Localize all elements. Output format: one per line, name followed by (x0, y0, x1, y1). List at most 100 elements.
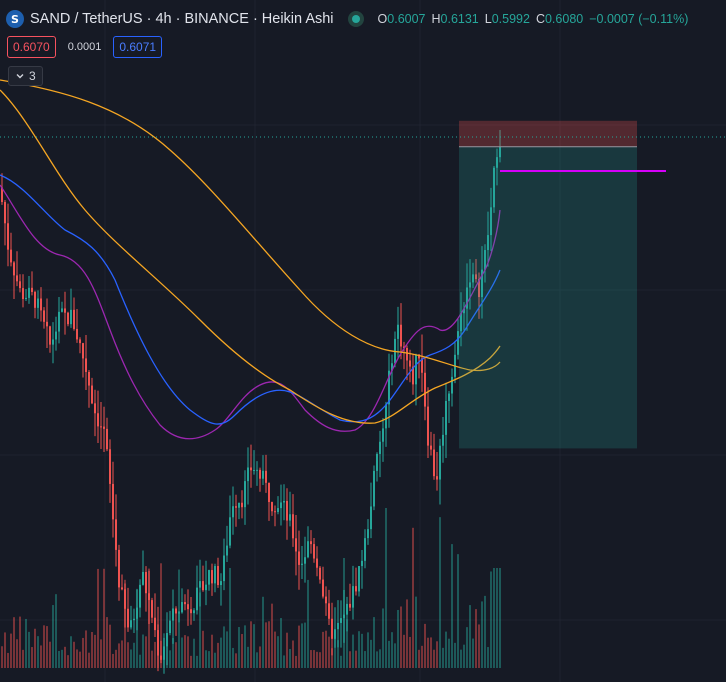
candle-body (289, 514, 291, 521)
volume-bar (151, 650, 153, 668)
volume-bar (181, 637, 183, 668)
volume-bar (268, 621, 270, 668)
buy-price-button[interactable]: 0.6071 (113, 36, 163, 58)
volume-bar (373, 617, 375, 668)
volume-bar (154, 641, 156, 668)
candle-body (88, 371, 90, 386)
candle-body (466, 287, 468, 309)
volume-bar (466, 627, 468, 668)
candle-body (175, 608, 177, 614)
candle-body (22, 288, 24, 300)
sell-price-button[interactable]: 0.6070 (7, 36, 56, 58)
volume-bar (280, 618, 282, 668)
candle-body (220, 581, 222, 586)
candle-body (31, 287, 33, 292)
volume-bar (103, 568, 105, 668)
candle-body (490, 207, 492, 236)
volume-bar (310, 650, 312, 668)
volume-bar (493, 568, 495, 668)
candle-body (229, 517, 231, 546)
candle-body (112, 483, 114, 520)
candles[interactable] (1, 129, 501, 674)
candle-body (472, 274, 474, 283)
candle-body (217, 566, 219, 586)
volume-bar (19, 616, 21, 668)
volume-bar (70, 636, 72, 668)
candle-body (403, 346, 405, 348)
volume-bar (211, 634, 213, 668)
candle-body (199, 581, 201, 588)
candle-body (79, 339, 81, 344)
volume-bar (7, 652, 9, 668)
candle-body (58, 311, 60, 332)
volume-bar (94, 634, 96, 668)
volume-bar (112, 653, 114, 668)
candle-body (13, 262, 15, 276)
volume-bar (262, 596, 264, 668)
volume-bar (193, 638, 195, 668)
candle-body (214, 566, 216, 584)
candle-body (100, 426, 102, 428)
volume-bar (301, 623, 303, 668)
candle-body (142, 571, 144, 585)
candle-body (313, 544, 315, 559)
candle-body (400, 324, 402, 347)
symbol-title[interactable]: SAND / TetherUS · 4h · BINANCE · Heikin … (30, 11, 334, 27)
volume-bar (334, 629, 336, 668)
candle-body (343, 614, 345, 619)
indicators-toggle[interactable]: 3 (8, 66, 43, 86)
candle-body (247, 467, 249, 482)
candle-body (61, 308, 63, 312)
volume-bar (349, 651, 351, 668)
candle-body (253, 469, 255, 471)
candle-body (457, 331, 459, 355)
volume-bar (187, 636, 189, 668)
position-target-zone (459, 146, 637, 449)
volume-bar (196, 655, 198, 668)
candle-body (271, 502, 273, 512)
candle-body (118, 549, 120, 588)
change-value: −0.0007 (−0.11%) (589, 12, 689, 26)
volume-bar (232, 647, 234, 668)
volume-bar (469, 605, 471, 668)
volume-bar (4, 632, 6, 668)
candle-body (481, 269, 483, 298)
volume-bar (283, 655, 285, 668)
candle-body (316, 558, 318, 568)
volume-bar (214, 652, 216, 668)
candle-body (337, 622, 339, 630)
volume-bar (388, 640, 390, 668)
volume-bar (106, 617, 108, 668)
candle-body (94, 403, 96, 414)
candle-body (412, 366, 414, 385)
long-position-tool[interactable] (459, 120, 666, 449)
volume-bar (40, 645, 42, 668)
live-status-dot-icon (347, 11, 364, 27)
volume-bar (73, 641, 75, 668)
candle-body (463, 308, 465, 314)
open-label: O (377, 12, 388, 26)
volume-bar (274, 631, 276, 668)
candle-body (358, 566, 360, 592)
volume-bar (427, 637, 429, 668)
volume-bar (472, 638, 474, 668)
candle-body (193, 610, 195, 614)
volume-bar (31, 647, 33, 668)
volume-bar (331, 648, 333, 668)
candle-body (160, 655, 162, 660)
volume-bar (247, 646, 249, 668)
candle-body (406, 347, 408, 361)
volume-bar (49, 641, 51, 668)
volume-bar (445, 631, 447, 668)
volume-bar (439, 517, 441, 668)
candle-body (334, 629, 336, 639)
candle-body (499, 146, 501, 158)
volume-bar (481, 601, 483, 668)
candle-body (391, 363, 393, 371)
volume-bar (142, 634, 144, 668)
volume-bar (328, 636, 330, 668)
candle-body (211, 570, 213, 584)
volume-bar (385, 508, 387, 668)
volume-bar (286, 632, 288, 668)
